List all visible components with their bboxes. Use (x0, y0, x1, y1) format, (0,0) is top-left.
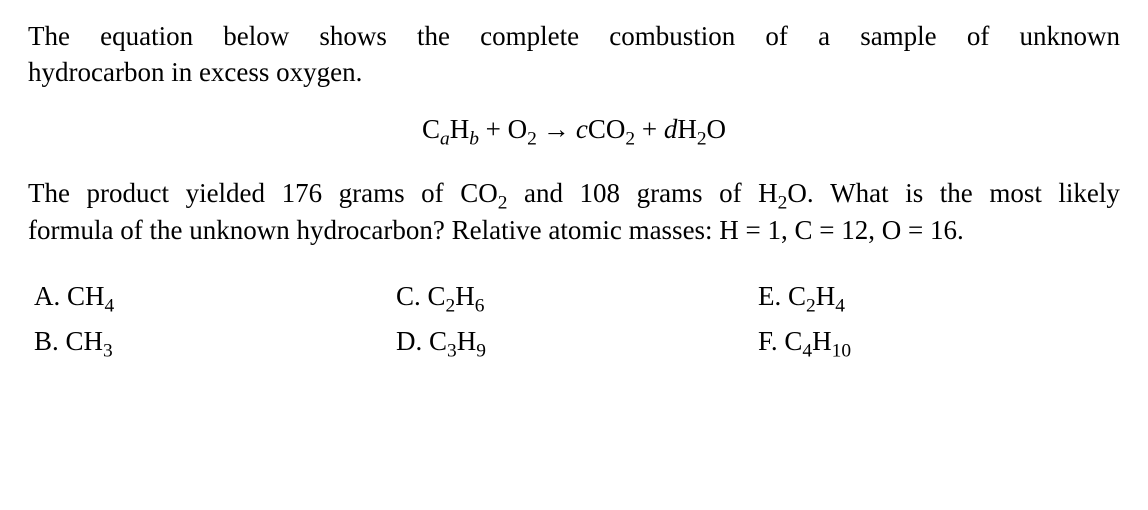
eq-d: d (664, 114, 678, 144)
formula: C (788, 281, 806, 311)
w: grams (637, 175, 703, 211)
explain-text: The product yielded 176 grams of CO2 and… (28, 175, 1120, 248)
eq-CO: CO (588, 114, 626, 144)
eq-a: a (440, 128, 450, 149)
eq-c: c (576, 114, 588, 144)
eq-2-3: 2 (697, 128, 707, 149)
formula: C (784, 326, 802, 356)
formula: H (457, 326, 477, 356)
option-label: F. (758, 326, 784, 356)
combustion-equation: CaHb + O2→cCO2 + dH2O (28, 111, 1120, 147)
w: shows (319, 18, 387, 54)
w: 176 (282, 175, 323, 211)
w: product (87, 175, 169, 211)
intro-line-2: hydrocarbon in excess oxygen. (28, 54, 1120, 90)
eq-C: C (422, 114, 440, 144)
w: What (830, 175, 888, 211)
w: sample (860, 18, 936, 54)
option-c[interactable]: C. C2H6 (396, 278, 758, 314)
answer-options: A. CH4 C. C2H6 E. C2H4 B. CH3 D. C3H9 F.… (28, 278, 1120, 359)
option-f[interactable]: F. C4H10 (758, 323, 1120, 359)
formula: H (812, 326, 832, 356)
option-label: D. (396, 326, 429, 356)
formula: C (429, 326, 447, 356)
intro-line-1: The equation below shows the complete co… (28, 18, 1120, 54)
option-a[interactable]: A. CH4 (34, 278, 396, 314)
w: yielded (186, 175, 265, 211)
formula: CH (66, 326, 104, 356)
w: and (524, 175, 563, 211)
w: of (967, 18, 990, 54)
w: a (818, 18, 830, 54)
w: the (417, 18, 450, 54)
sub: 9 (476, 340, 486, 361)
eq-H: H (450, 114, 470, 144)
sub: 4 (105, 296, 115, 317)
eq-2-2: 2 (625, 128, 635, 149)
eq-O: O (508, 114, 528, 144)
arrow-icon: → (537, 114, 576, 144)
eq-plus2: + (635, 114, 664, 144)
formula: H (816, 281, 836, 311)
option-label: B. (34, 326, 66, 356)
option-label: A. (34, 281, 67, 311)
w: unknown (1019, 18, 1120, 54)
w: is (905, 175, 923, 211)
sub: 6 (475, 296, 485, 317)
sub: 3 (447, 340, 457, 361)
w: of (719, 175, 742, 211)
explain-line-2: formula of the unknown hydrocarbon? Rela… (28, 212, 1120, 248)
intro-text: The equation below shows the complete co… (28, 18, 1120, 91)
w: 108 (580, 175, 621, 211)
w: CO2 (460, 175, 507, 211)
w: likely (1058, 175, 1120, 211)
eq-b: b (469, 128, 479, 149)
w: H2O. (758, 175, 813, 211)
eq-H2: H (677, 114, 697, 144)
w: complete (480, 18, 579, 54)
option-d[interactable]: D. C3H9 (396, 323, 758, 359)
sub: 4 (802, 340, 812, 361)
w: equation (100, 18, 193, 54)
explain-line-1: The product yielded 176 grams of CO2 and… (28, 175, 1120, 211)
option-b[interactable]: B. CH3 (34, 323, 396, 359)
option-label: C. (396, 281, 428, 311)
sub: 4 (835, 296, 845, 317)
option-label: E. (758, 281, 788, 311)
sub: 2 (446, 296, 456, 317)
w: the (940, 175, 973, 211)
w: The (28, 18, 70, 54)
w: most (989, 175, 1042, 211)
option-e[interactable]: E. C2H4 (758, 278, 1120, 314)
formula: CH (67, 281, 105, 311)
w: of (765, 18, 788, 54)
question-page: The equation below shows the complete co… (0, 0, 1148, 359)
eq-2-1: 2 (527, 128, 537, 149)
w: of (421, 175, 444, 211)
w: below (223, 18, 289, 54)
sub: 3 (103, 340, 113, 361)
eq-plus1: + (479, 114, 508, 144)
formula: H (455, 281, 475, 311)
sub: 2 (806, 296, 816, 317)
w: The (28, 175, 70, 211)
eq-Oend: O (707, 114, 727, 144)
w: grams (339, 175, 405, 211)
w: combustion (609, 18, 735, 54)
sub: 10 (832, 340, 851, 361)
formula: C (428, 281, 446, 311)
